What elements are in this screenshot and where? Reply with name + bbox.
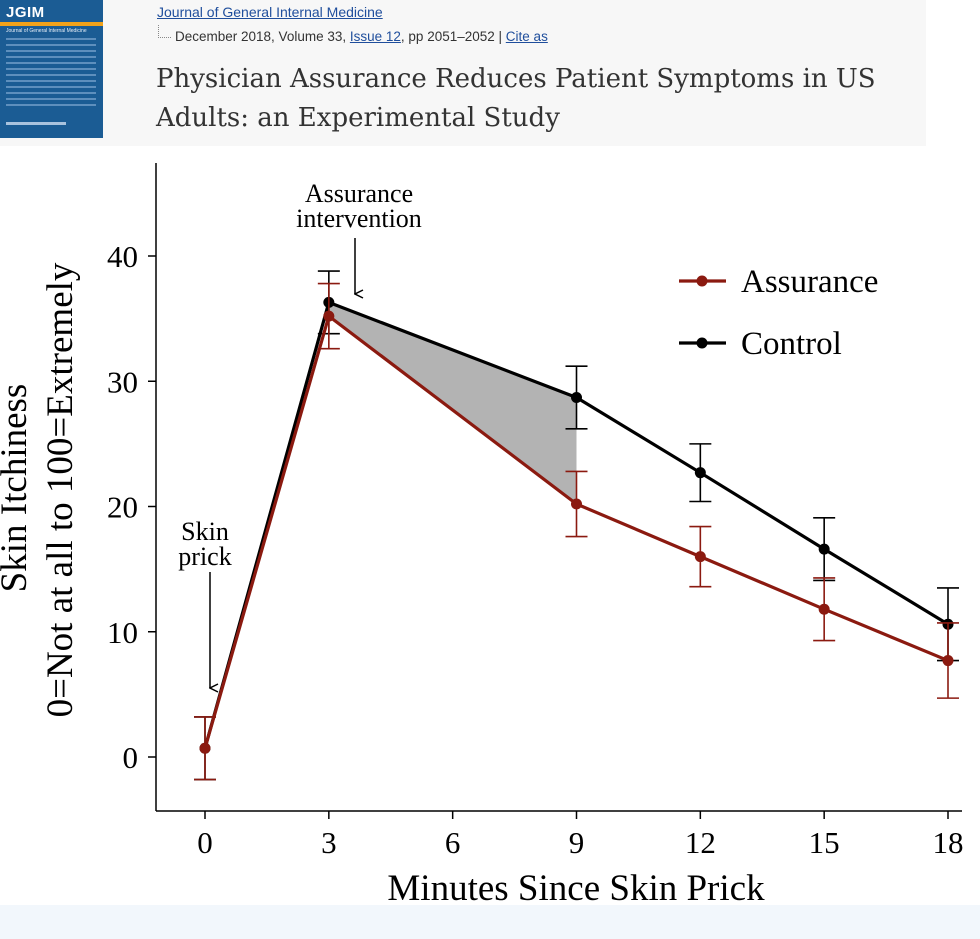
shaded-difference-region <box>328 302 577 504</box>
journal-link[interactable]: Journal of General Internal Medicine <box>157 4 383 20</box>
y-axis-title-line1: Skin Itchiness <box>0 384 35 593</box>
issue-link[interactable]: Issue 12 <box>349 29 401 44</box>
control-data-point <box>818 543 830 555</box>
annotation-skin-prick-text: Skin <box>181 517 229 546</box>
tree-connector <box>158 25 171 38</box>
annotation-intervention-text: intervention <box>296 204 422 233</box>
x-tick-label: 12 <box>685 825 716 860</box>
control-data-point <box>571 392 582 404</box>
assurance-data-point <box>571 498 582 510</box>
article-title: Physician Assurance Reduces Patient Symp… <box>156 64 876 133</box>
cover-title: Journal of General Internal Medicine <box>6 28 87 34</box>
legend-assurance-label: Assurance <box>741 264 878 300</box>
page-footer-band <box>0 905 980 939</box>
y-axis-title-line2: 0=Not at all to 100=Extremely <box>40 262 81 717</box>
x-tick-label: 3 <box>321 825 337 860</box>
cover-band <box>0 22 103 26</box>
annotation-intervention-text: Assurance <box>305 179 413 208</box>
assurance-data-point <box>942 655 954 667</box>
assurance-data-point <box>323 310 335 322</box>
x-tick-label: 6 <box>445 825 461 860</box>
assurance-data-point <box>818 603 830 615</box>
annotation-skin-prick-text: prick <box>178 542 231 571</box>
article-meta: December 2018, Volume 33, Issue 12, pp 2… <box>175 29 548 44</box>
x-tick-label: 18 <box>933 825 964 860</box>
x-tick-label: 15 <box>809 825 840 860</box>
x-tick-label: 9 <box>569 825 585 860</box>
cite-as-link[interactable]: Cite as <box>505 29 548 44</box>
legend-control-marker <box>696 337 708 349</box>
x-axis-title: Minutes Since Skin Prick <box>387 868 765 902</box>
y-tick-label: 10 <box>107 615 138 650</box>
y-tick-label: 20 <box>107 490 138 525</box>
control-data-point <box>694 467 706 479</box>
x-tick-label: 0 <box>197 825 213 860</box>
cover-text-lines <box>6 38 96 110</box>
itchiness-chart: 0 10 20 30 40 0 3 6 9 12 15 18 Minutes Since Skin Pr… <box>0 163 964 902</box>
journal-logo: JGIM <box>6 4 45 21</box>
page-range: , pp 2051–2052 | <box>400 29 503 44</box>
y-tick-label: 0 <box>123 740 139 775</box>
assurance-data-point <box>199 742 211 754</box>
date-volume: December 2018, Volume 33, <box>175 29 347 44</box>
journal-cover-image[interactable]: JGIM Journal of General Internal Medicin… <box>0 0 103 138</box>
legend-assurance-marker <box>696 275 708 287</box>
article-header: JGIM Journal of General Internal Medicin… <box>0 0 926 146</box>
assurance-series-line <box>203 314 949 749</box>
assurance-data-point <box>694 551 706 563</box>
control-series-line <box>203 300 949 749</box>
y-tick-label: 40 <box>107 239 138 274</box>
cover-footer <box>6 122 66 125</box>
legend-control-label: Control <box>741 326 842 362</box>
y-tick-label: 30 <box>107 364 138 399</box>
